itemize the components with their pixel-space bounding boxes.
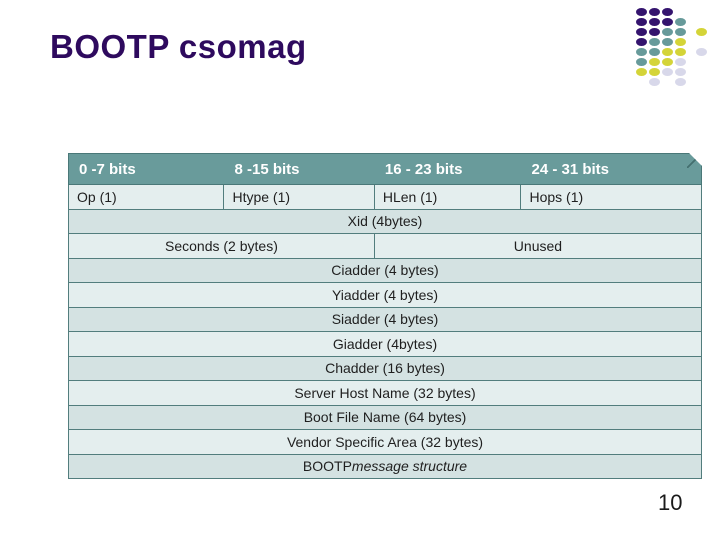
table-row: Vendor Specific Area (32 bytes) (68, 430, 702, 455)
dots-decoration (636, 8, 720, 94)
cell-hlen: HLen (1) (375, 185, 522, 209)
header-cell-bits-24-31: 24 - 31 bits (531, 160, 610, 178)
cell-yiadder: Yiadder (4 bytes) (331, 286, 439, 303)
deco-dot (649, 8, 660, 16)
table-row: Giadder (4bytes) (68, 332, 702, 357)
page-title: BOOTP csomag (50, 28, 307, 65)
folded-corner (687, 154, 701, 168)
deco-dot (649, 38, 660, 46)
table-row: Ciadder (4 bytes) (68, 258, 702, 283)
cell-server-host-name: Server Host Name (32 bytes) (294, 384, 476, 401)
table-row: Seconds (2 bytes) Unused (68, 234, 702, 259)
cell-htype: Htype (1) (224, 185, 375, 209)
caption-prefix: BOOTP (302, 458, 352, 475)
deco-dot (636, 8, 647, 16)
deco-dot (662, 48, 673, 56)
deco-dot (696, 48, 707, 56)
deco-dot (662, 38, 673, 46)
table-row: Xid (4bytes) (68, 209, 702, 234)
deco-dot (649, 28, 660, 36)
table-header-row: 0 -7 bits 8 -15 bits 16 - 23 bits 24 - 3… (68, 153, 702, 185)
deco-dot (649, 58, 660, 66)
header-cell-bits-16-23: 16 - 23 bits (384, 160, 463, 178)
deco-dot (675, 18, 686, 26)
deco-dot (662, 8, 673, 16)
deco-dot (675, 58, 686, 66)
table-row: Yiadder (4 bytes) (68, 283, 702, 308)
table-row: Server Host Name (32 bytes) (68, 381, 702, 406)
deco-dot (675, 38, 686, 46)
cell-boot-file-name: Boot File Name (64 bytes) (303, 409, 467, 426)
table-row: Chadder (16 bytes) (68, 356, 702, 381)
header-cell-bits-8-15: 8 -15 bits (234, 160, 300, 178)
deco-dot (636, 68, 647, 76)
deco-dot (636, 48, 647, 56)
deco-dot (662, 68, 673, 76)
deco-dot (675, 28, 686, 36)
table-caption-row: BOOTP message structure (68, 454, 702, 479)
bootp-structure-table: 0 -7 bits 8 -15 bits 16 - 23 bits 24 - 3… (68, 153, 702, 479)
deco-dot (636, 18, 647, 26)
cell-chadder: Chadder (16 bytes) (325, 360, 445, 377)
deco-dot (649, 48, 660, 56)
deco-dot (675, 68, 686, 76)
page-number: 10 (658, 490, 683, 515)
deco-dot (649, 18, 660, 26)
header-cell-bits-0-7: 0 -7 bits (79, 160, 136, 178)
cell-xid: Xid (4bytes) (347, 213, 423, 230)
deco-dot (662, 18, 673, 26)
table-row: Op (1) Htype (1) HLen (1) Hops (1) (68, 185, 702, 210)
deco-dot (662, 58, 673, 66)
cell-op: Op (1) (69, 185, 225, 209)
deco-dot (636, 38, 647, 46)
caption-italic: message structure (351, 458, 468, 475)
cell-seconds: Seconds (2 bytes) (69, 234, 375, 258)
deco-dot (636, 58, 647, 66)
deco-dot (662, 28, 673, 36)
table-row: Boot File Name (64 bytes) (68, 405, 702, 430)
cell-unused: Unused (513, 237, 563, 254)
cell-vendor-specific-area: Vendor Specific Area (32 bytes) (286, 433, 484, 450)
deco-dot (636, 28, 647, 36)
cell-ciadder: Ciadder (4 bytes) (331, 262, 439, 279)
cell-giadder: Giadder (4bytes) (332, 335, 438, 352)
deco-dot (675, 78, 686, 86)
cell-hops: Hops (1) (529, 188, 584, 205)
cell-siadder: Siadder (4 bytes) (331, 311, 439, 328)
deco-dot (696, 28, 707, 36)
deco-dot (649, 68, 660, 76)
deco-dot (675, 48, 686, 56)
deco-dot (649, 78, 660, 86)
table-row: Siadder (4 bytes) (68, 307, 702, 332)
